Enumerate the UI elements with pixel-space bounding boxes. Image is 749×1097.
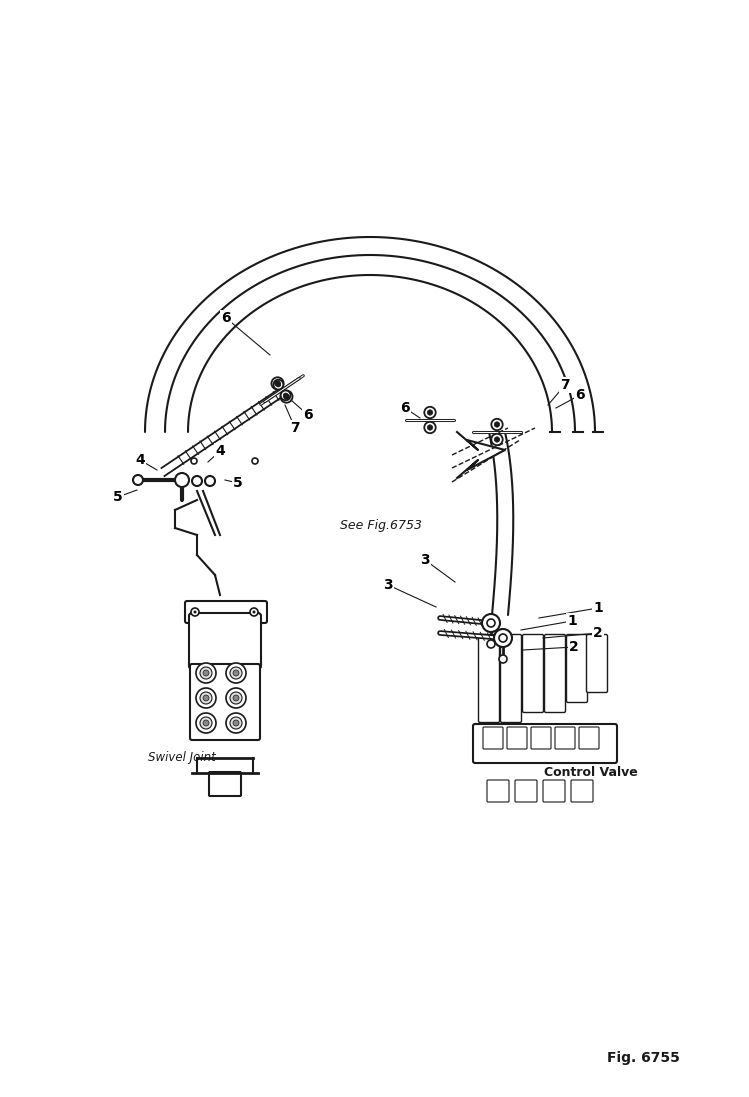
Text: Fig. 6755: Fig. 6755 [607,1051,680,1065]
Circle shape [203,720,209,726]
Circle shape [252,611,255,613]
Circle shape [283,393,288,398]
Circle shape [491,419,503,430]
FancyBboxPatch shape [507,727,527,749]
FancyBboxPatch shape [571,780,593,802]
Text: 6: 6 [221,312,231,325]
Circle shape [196,663,216,683]
FancyBboxPatch shape [189,613,261,669]
Circle shape [273,380,283,389]
FancyBboxPatch shape [193,664,257,740]
Circle shape [487,640,495,648]
Circle shape [494,422,500,427]
Circle shape [196,713,216,733]
FancyBboxPatch shape [523,634,544,712]
Circle shape [233,720,239,726]
Circle shape [499,634,507,642]
Circle shape [200,667,212,679]
Text: 5: 5 [233,476,243,490]
Circle shape [193,611,196,613]
Text: 6: 6 [575,388,585,402]
Text: 4: 4 [135,453,145,467]
Circle shape [230,692,242,704]
Circle shape [191,608,199,617]
Text: 5: 5 [113,490,123,504]
Circle shape [424,407,436,418]
Text: 6: 6 [303,408,313,422]
Circle shape [491,433,503,445]
Circle shape [275,381,280,386]
FancyBboxPatch shape [500,634,521,723]
Text: 1: 1 [567,614,577,627]
FancyBboxPatch shape [515,780,537,802]
FancyBboxPatch shape [483,727,503,749]
Circle shape [281,391,291,400]
Circle shape [427,410,433,415]
FancyBboxPatch shape [586,634,607,692]
Circle shape [196,688,216,708]
Text: 7: 7 [290,421,300,436]
Circle shape [200,692,212,704]
FancyBboxPatch shape [479,634,500,723]
Circle shape [192,476,202,486]
Circle shape [233,695,239,701]
Circle shape [427,425,433,430]
FancyBboxPatch shape [487,780,509,802]
Circle shape [424,422,436,433]
Text: 7: 7 [560,378,570,392]
Circle shape [230,667,242,679]
FancyBboxPatch shape [545,634,565,712]
Text: 2: 2 [569,640,579,654]
Circle shape [494,437,500,442]
Circle shape [226,713,246,733]
Circle shape [203,670,209,676]
Circle shape [280,391,293,403]
Polygon shape [457,432,505,478]
FancyBboxPatch shape [543,780,565,802]
FancyBboxPatch shape [209,772,241,796]
Text: Swivel Joint: Swivel Joint [148,750,216,764]
FancyBboxPatch shape [473,724,617,764]
Text: 3: 3 [383,578,392,592]
FancyBboxPatch shape [555,727,575,749]
Circle shape [252,459,258,464]
Circle shape [494,629,512,647]
Circle shape [191,459,197,464]
Circle shape [175,473,189,487]
Circle shape [205,476,215,486]
FancyBboxPatch shape [531,727,551,749]
Circle shape [230,717,242,730]
Circle shape [133,475,143,485]
Circle shape [203,695,209,701]
Circle shape [226,663,246,683]
Circle shape [487,619,495,627]
FancyBboxPatch shape [190,664,260,740]
Text: 4: 4 [215,444,225,459]
Text: 1: 1 [593,601,603,615]
FancyBboxPatch shape [566,634,587,702]
FancyBboxPatch shape [185,601,267,623]
Circle shape [271,377,284,389]
Circle shape [233,670,239,676]
Circle shape [499,655,507,663]
Text: Control Valve: Control Valve [544,767,638,780]
Circle shape [226,688,246,708]
Circle shape [200,717,212,730]
Circle shape [482,614,500,632]
Text: 3: 3 [420,553,430,567]
Text: See Fig.6753: See Fig.6753 [340,520,422,532]
Text: 6: 6 [400,402,410,415]
Circle shape [276,382,281,387]
Text: 2: 2 [593,626,603,640]
Circle shape [250,608,258,617]
Circle shape [284,394,289,399]
FancyBboxPatch shape [579,727,599,749]
